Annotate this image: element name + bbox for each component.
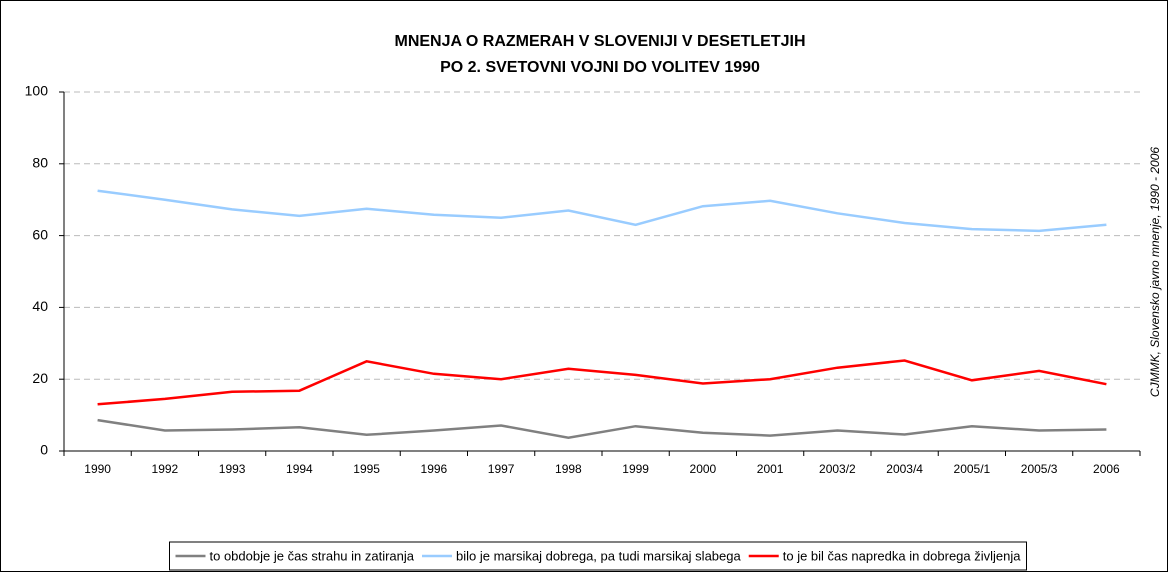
chart-subtitle: PO 2. SVETOVNI VOJNI DO VOLITEV 1990	[440, 59, 760, 76]
legend-label: to je bil čas napredka in dobrega življe…	[783, 548, 1022, 563]
x-tick-label: 2005/1	[954, 462, 991, 476]
x-tick-label: 1999	[622, 462, 649, 476]
x-tick-label: 1998	[555, 462, 582, 476]
x-tick-label: 1995	[353, 462, 380, 476]
x-tick-label: 1990	[84, 462, 111, 476]
x-tick-label: 2005/3	[1021, 462, 1058, 476]
x-tick-label: 2000	[690, 462, 717, 476]
legend: to obdobje je čas strahu in zatiranja bil…	[169, 541, 1027, 571]
y-tick-label: 0	[40, 442, 48, 458]
series-line	[97, 189, 1107, 233]
x-tick-label: 2001	[757, 462, 784, 476]
x-tick-label: 2003/2	[819, 462, 856, 476]
legend-label: bilo je marsikaj dobrega, pa tudi marsik…	[456, 548, 741, 563]
chart-title: MNENJA O RAZMERAH V SLOVENIJI V DESETLET…	[394, 33, 805, 50]
legend-box	[169, 541, 1027, 571]
x-tick-label: 1997	[488, 462, 515, 476]
source-note: CJMMK, Slovensko javno mnenje, 1990 - 20…	[1148, 147, 1162, 397]
series-line	[97, 418, 1107, 439]
legend-label: to obdobje je čas strahu in zatiranja	[210, 548, 415, 563]
y-tick-label: 100	[25, 83, 49, 99]
legend-item: to je bil čas napredka in dobrega življe…	[748, 548, 1022, 563]
legend-item: bilo je marsikaj dobrega, pa tudi marsik…	[422, 548, 741, 563]
x-tick-label: 1996	[421, 462, 448, 476]
x-tick-label: 1992	[152, 462, 179, 476]
legend-item: to obdobje je čas strahu in zatiranja	[175, 548, 415, 563]
x-tick-label: 2003/4	[886, 462, 923, 476]
x-tick-label: 1994	[286, 462, 313, 476]
y-tick-label: 20	[32, 370, 48, 386]
x-tick-label: 2006	[1093, 462, 1120, 476]
x-tick-label: 1993	[219, 462, 246, 476]
series-line	[97, 359, 1107, 406]
y-tick-label: 60	[32, 226, 48, 242]
y-tick-label: 40	[32, 298, 48, 314]
y-tick-label: 80	[32, 155, 48, 171]
